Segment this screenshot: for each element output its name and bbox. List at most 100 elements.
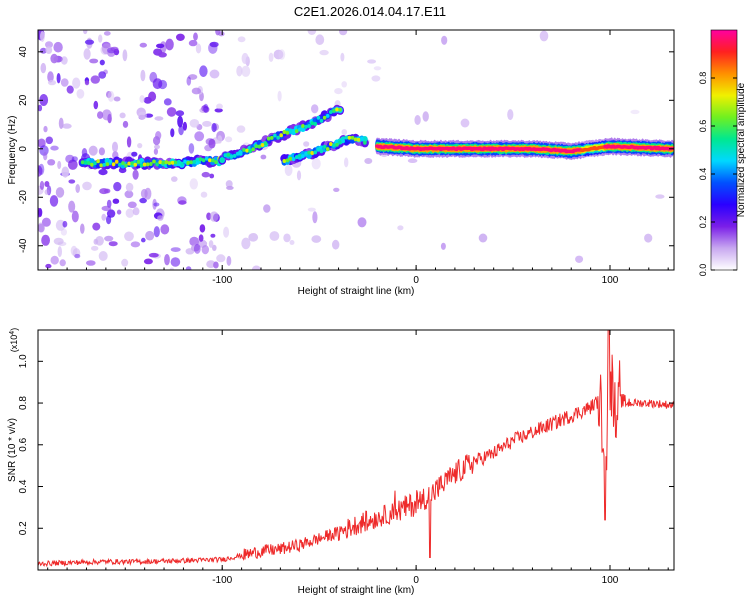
spectrogram-noise-speck [74,253,81,259]
spectrogram-noise-speck [407,158,418,163]
spectrogram-ridge-1 [279,133,284,138]
spectrogram-noise-speck [163,98,172,106]
y-tick-label: 0.2 [18,521,29,535]
spectrogram-noise-speck [160,224,170,235]
spectrogram-noise-speck [311,158,321,170]
spectrogram-ridge-2 [329,142,333,146]
spectrogram-noise-speck [125,208,134,218]
spectrogram-ridge-2 [307,150,311,155]
spectrogram-ridge-1 [291,129,296,134]
spectrogram-noise-speck [38,223,45,233]
y-tick-label: -20 [18,190,29,205]
spectrogram-y-axis: -40 -20 0 20 40 [18,46,674,253]
spectrogram-noise-speck [43,152,48,161]
spectrogram-noise-speck [137,143,143,149]
spectrogram-ridge-0 [99,163,103,168]
spectrogram-ridge-1 [260,143,265,147]
spectrogram-ridge-2 [350,135,355,140]
spectrogram-noise-speck [199,65,208,77]
spectrogram-ridge-0 [186,161,190,165]
spectrogram-ridge-0 [136,160,141,164]
spectrogram-ridge-1 [254,144,259,149]
spectrogram-ridge-2 [319,149,324,154]
spectrogram-noise-speck [334,88,343,95]
spectrogram-noise-speck [50,53,58,64]
spectrogram-noise-speck [236,125,246,133]
spectrogram-ridge-0 [161,160,166,165]
spectrogram-noise-speck [209,211,219,222]
spectrogram-ridge-1 [301,124,305,128]
spectrogram-noise-speck [130,241,141,248]
spectrogram-ridge-1 [332,108,336,113]
spectrogram-noise-speck [145,230,155,241]
x-tick-label: 0 [413,275,419,286]
spectrogram-noise-speck [68,179,76,184]
spectrogram-noise-speck [260,154,267,160]
spectrogram-noise-speck [107,90,115,102]
spectrogram-noise-speck [39,94,49,106]
spectrogram-ridge-0 [173,160,178,165]
spectrogram-ridge-1 [298,127,302,132]
spectrogram-noise-speck [169,267,174,270]
spectrogram-noise-speck [319,49,329,56]
spectrogram-noise-speck [44,181,50,187]
spectrogram-ridge-0 [214,160,218,165]
spectrogram-noise-speck [211,122,217,133]
spectrogram-noise-speck [101,109,112,121]
spectrogram-noise-speck [47,71,54,83]
spectrogram-noise-speck [371,75,381,82]
spectrogram-noise-speck [139,95,145,103]
spectrogram-noise-speck [201,171,210,178]
spectrogram-noise-speck [50,255,59,265]
spectrogram-ridge-2 [316,147,321,152]
spectrogram-noise-speck [122,49,128,62]
spectrogram-noise-speck [460,118,470,128]
spectrogram-noise-speck [364,158,373,164]
spectrogram-ridge-0 [142,162,147,167]
spectrogram-noise-speck [55,187,65,198]
spectrogram-noise-speck [188,39,198,47]
spectrogram-noise-speck [90,75,101,84]
spectrogram-noise-speck [225,136,233,143]
spectrogram-noise-speck [212,244,217,251]
spectrogram-noise-speck [197,239,208,248]
spectrogram-ridge-0 [124,163,128,168]
spectrogram-noise-speck [312,211,318,224]
spectrogram-noise-speck [126,136,132,148]
spectrogram-ridge-0 [211,158,215,163]
spectrogram-noise-speck [41,217,51,227]
spectrogram-x-axis: -100 0 100 [47,30,669,286]
spectrogram-ridge-1 [338,107,342,112]
spectrogram-noise-speck [414,115,421,125]
spectrogram-noise-speck [40,62,47,74]
spectrogram-ridge-2 [332,143,336,148]
spectrogram-noise-speck [72,77,81,89]
spectrogram-ridge-0 [152,159,156,164]
spectrogram-noise-speck [216,103,223,110]
spectrogram-noise-speck [217,135,223,144]
spectrogram-noise-speck [47,79,57,86]
snr-x-axis: -100 0 100 [47,330,669,586]
spectrogram-noise-speck [157,215,164,221]
spectrogram-noise-speck [193,32,198,41]
spectrogram-ridge-0 [167,161,172,166]
spectrogram-noise-speck [40,31,45,42]
spectrogram-ridge-0 [208,158,212,163]
spectrogram-ridge-1 [329,110,333,114]
spectrogram-ridge-1 [319,118,324,123]
spectrogram-ridge-0 [108,159,113,164]
colorbar-label: Normalized spectral amplitude [736,82,747,217]
spectrogram-ridge-0 [180,161,184,166]
spectrogram-noise-speck [112,198,120,204]
spectrogram-noise-speck [113,96,121,102]
spectrogram-noise-speck [164,254,170,266]
snr-y-axis-label: SNR (10 * v/v) [7,418,18,482]
spectrogram-noise-speck [98,71,107,79]
spectrogram-ridge-2 [360,136,364,141]
spectrogram-ridge-2 [335,142,339,147]
spectrogram-noise-speck [57,241,67,247]
spectrogram-noise-speck [93,100,99,110]
colorbar-tick-label: 0.0 [698,264,708,277]
y-tick-label: 40 [18,46,29,58]
y-tick-label: 0.4 [18,479,29,493]
